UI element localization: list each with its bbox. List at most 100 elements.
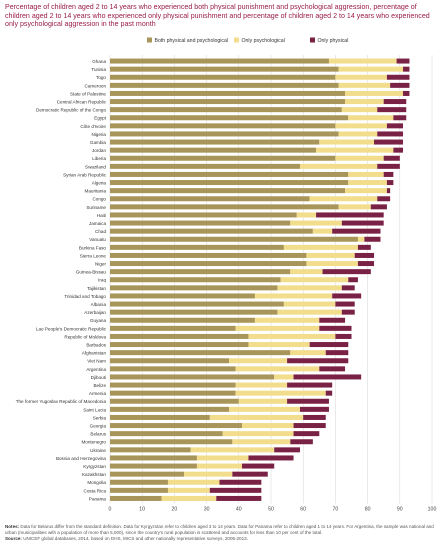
category-label: Nigeria: [91, 132, 106, 137]
bar-segment: [338, 66, 404, 72]
bar-segment: [196, 455, 249, 461]
bar-segment: [277, 285, 342, 291]
bar-segment: [357, 244, 371, 250]
x-tick-label: 80: [365, 507, 371, 513]
category-label: Mongolia: [87, 480, 106, 485]
category-label: The former Yugoslav Republic of Macedoni…: [16, 399, 107, 404]
category-label: Tajikistan: [87, 286, 106, 291]
bar-segment: [110, 269, 291, 275]
category-label: Bosnia and Herzegovina: [56, 456, 106, 461]
bar-segment: [377, 107, 407, 113]
bar-segment: [110, 244, 284, 250]
x-tick-label: 40: [236, 507, 242, 513]
bar-segment: [110, 261, 307, 267]
bar-segment: [110, 495, 162, 501]
bar-segment: [319, 325, 352, 331]
bar-segment: [325, 390, 333, 396]
category-label: Côte d'Ivoire: [80, 124, 106, 129]
bar-segment: [386, 180, 394, 186]
bar-segment: [229, 358, 288, 364]
bar-segment: [319, 366, 346, 372]
bar-segment: [248, 333, 336, 339]
bar-segment: [110, 99, 346, 105]
x-tick-label: 0: [109, 507, 112, 513]
bar-segment: [190, 447, 275, 453]
bar-segment: [319, 317, 346, 323]
bar-segment: [110, 301, 284, 307]
bar-segment: [383, 99, 407, 105]
chart-title: Percentage of children aged 2 to 14 year…: [5, 3, 430, 29]
bar-segment: [229, 406, 300, 412]
category-label: Ghana: [92, 59, 106, 64]
legend: Both physical and psychological Only psyc…: [147, 37, 348, 44]
bar-segment: [316, 147, 394, 153]
bar-segment: [345, 188, 387, 194]
bar-segment: [110, 66, 339, 72]
bar-segment: [248, 342, 310, 348]
bar-segment: [110, 163, 300, 169]
category-label: Jamaica: [89, 221, 107, 226]
bar-segment: [242, 423, 294, 429]
bar-segment: [309, 196, 378, 202]
source-text: UNICEF global databases, 2014, based on …: [23, 536, 248, 542]
category-label: Iraq: [98, 278, 106, 283]
bar-segment: [370, 204, 387, 210]
bar-segment: [110, 228, 313, 234]
bar-segment: [345, 90, 404, 96]
bar-segment: [110, 220, 291, 226]
bar-segment: [332, 293, 362, 299]
bar-segment: [248, 455, 294, 461]
bar-segment: [377, 163, 400, 169]
bar-segment: [222, 431, 294, 437]
bar-segment: [110, 204, 339, 210]
category-label: Niger: [95, 261, 106, 266]
category-label: Cameroon: [85, 83, 107, 88]
x-tick-label: 10: [139, 507, 145, 513]
bar-segment: [110, 107, 342, 113]
bar-segment: [238, 398, 288, 404]
bar-segment: [110, 423, 243, 429]
category-label: Belarus: [90, 432, 106, 437]
category-label: Costa Rica: [84, 488, 107, 493]
bar-segment: [235, 325, 320, 331]
x-axis-ticks: 0 10 20 30 40 50 60 70 80 90 100: [109, 507, 437, 513]
bar-segment: [322, 269, 371, 275]
bar-segment: [110, 285, 278, 291]
bar-segment: [287, 398, 329, 404]
bar-segment: [403, 90, 410, 96]
bar-segment: [110, 390, 236, 396]
bar-segment: [277, 309, 342, 315]
bar-segment: [303, 414, 326, 420]
bar-segment: [290, 439, 313, 445]
bar-segment: [312, 228, 333, 234]
bar-segment: [357, 261, 375, 267]
bar-segment: [319, 139, 375, 145]
bar-segment: [110, 58, 329, 64]
category-label: Mauritania: [85, 189, 107, 194]
bar-segment: [293, 431, 320, 437]
bar-segment: [386, 188, 391, 194]
category-label: Burkina Faso: [79, 245, 107, 250]
category-label: Republic of Moldova: [64, 334, 106, 339]
category-label: Haiti: [97, 213, 106, 218]
bar-segment: [254, 317, 320, 323]
bar-segment: [216, 495, 262, 501]
bar-segment: [110, 155, 336, 161]
category-label: Tunisia: [91, 67, 106, 72]
bar-segment: [110, 212, 297, 218]
bar-segment: [110, 309, 278, 315]
category-label: Algeria: [92, 180, 107, 185]
bar-segment: [280, 277, 349, 283]
category-label: Saint Lucia: [83, 407, 106, 412]
bar-segment: [110, 147, 317, 153]
category-label: Georgia: [90, 423, 107, 428]
category-label: Belize: [93, 383, 106, 388]
category-label: Ukraine: [90, 448, 106, 453]
bar-segment: [110, 374, 275, 380]
bar-segment: [403, 66, 410, 72]
bar-segment: [110, 252, 307, 258]
bar-segment: [290, 220, 342, 226]
bar-segment: [364, 236, 381, 242]
bar-segment: [110, 131, 339, 137]
legend-label: Both physical and psychological: [155, 38, 229, 44]
